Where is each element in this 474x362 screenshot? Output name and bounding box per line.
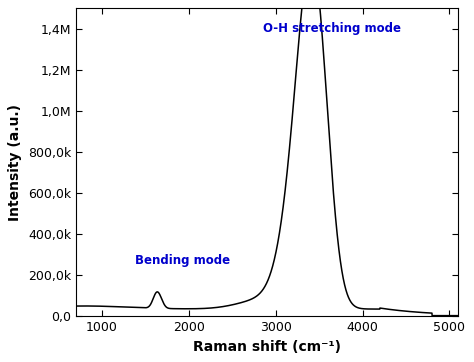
X-axis label: Raman shift (cm⁻¹): Raman shift (cm⁻¹) bbox=[193, 340, 341, 354]
Y-axis label: Intensity (a.u.): Intensity (a.u.) bbox=[9, 104, 22, 221]
Text: Bending mode: Bending mode bbox=[135, 254, 230, 267]
Text: O-H stretching mode: O-H stretching mode bbox=[263, 22, 401, 35]
